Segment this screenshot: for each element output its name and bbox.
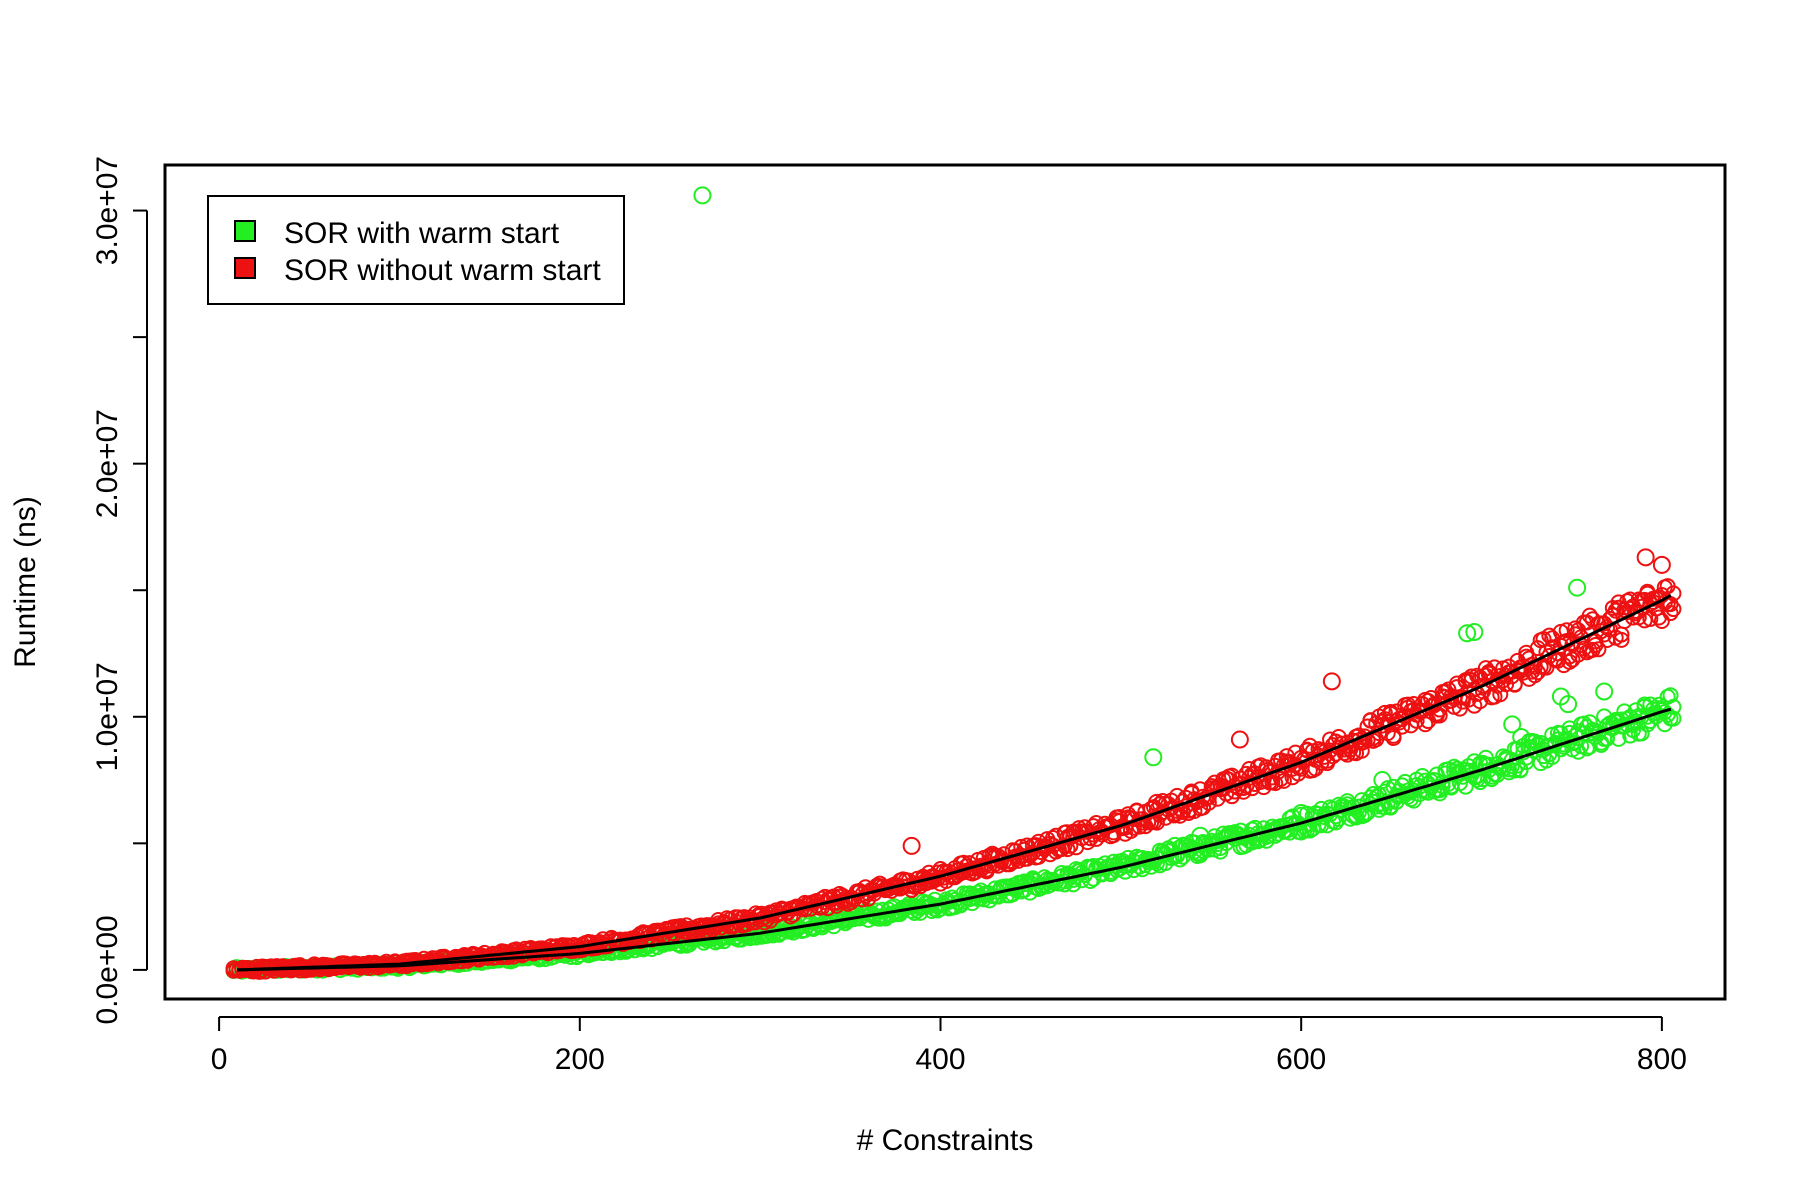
data-point	[1558, 622, 1575, 639]
data-point	[1327, 814, 1344, 831]
fit-curve-0	[237, 707, 1672, 972]
y-tick-label: 1.0e+07	[91, 662, 124, 771]
data-point	[1385, 727, 1402, 744]
data-point	[1656, 716, 1673, 733]
x-axis: 0 200 400 600 800	[211, 1016, 1687, 1076]
data-point	[1440, 775, 1457, 792]
data-point	[1561, 648, 1578, 665]
legend: SOR with warm start SOR without warm sta…	[207, 195, 625, 305]
data-point	[1581, 714, 1598, 731]
legend-label-nowarm: SOR without warm start	[284, 254, 601, 287]
data-point	[1662, 605, 1679, 622]
plot-frame	[163, 163, 1727, 1001]
outlier-point	[1191, 826, 1210, 845]
data-point	[1348, 807, 1365, 824]
x-tick-label: 200	[555, 1043, 605, 1076]
outlier-point	[902, 836, 921, 855]
data-point	[1114, 855, 1131, 872]
y-axis-label: Runtime (ns)	[9, 496, 42, 668]
data-point	[1275, 772, 1292, 789]
outlier-point	[1292, 803, 1311, 822]
data-point	[1613, 631, 1630, 648]
outlier-point	[1144, 748, 1163, 767]
outlier-point	[1373, 771, 1392, 790]
data-point	[1451, 700, 1468, 717]
data-point	[1604, 599, 1621, 616]
data-point	[1581, 607, 1598, 624]
data-point	[1573, 629, 1590, 646]
data-point	[1376, 704, 1393, 721]
outlier-point	[1568, 578, 1587, 597]
outlier-point	[1503, 715, 1522, 734]
data-point	[1526, 667, 1543, 684]
legend-swatch-nowarm	[234, 257, 256, 279]
x-axis-label: # Constraints	[857, 1124, 1034, 1157]
points-layer	[225, 186, 1682, 980]
outlier-point	[1147, 793, 1166, 812]
data-point	[1665, 585, 1682, 602]
outlier-point	[1230, 730, 1249, 749]
data-point	[1541, 627, 1558, 644]
data-point	[1356, 728, 1373, 745]
data-point	[1653, 613, 1670, 630]
x-tick-label: 400	[915, 1043, 965, 1076]
series-points-0	[225, 186, 1682, 980]
data-point	[1665, 601, 1682, 618]
y-axis: 0.0e+00 1.0e+07 2.0e+07 3.0e+07	[91, 156, 148, 1025]
data-point	[1578, 740, 1595, 757]
fit-curves-layer	[237, 593, 1672, 972]
fit-curve-1	[237, 593, 1672, 972]
x-tick-label: 800	[1637, 1043, 1687, 1076]
x-tick-label: 0	[211, 1043, 228, 1076]
data-point	[1665, 710, 1682, 727]
data-point	[1122, 822, 1139, 839]
x-tick-label: 600	[1276, 1043, 1326, 1076]
outlier-point	[1458, 624, 1477, 643]
legend-box	[207, 195, 625, 305]
outlier-point	[1465, 622, 1484, 641]
data-point	[1665, 698, 1682, 715]
outlier-point	[1636, 548, 1655, 567]
data-point	[1431, 707, 1448, 724]
outlier-point	[1559, 695, 1578, 714]
legend-swatch-warm	[234, 220, 256, 242]
outlier-point	[1652, 555, 1671, 574]
data-point	[1472, 693, 1489, 710]
legend-label-warm: SOR with warm start	[284, 217, 560, 250]
data-point	[1662, 687, 1679, 704]
data-point	[1417, 716, 1434, 733]
y-tick-label: 0.0e+00	[91, 915, 124, 1024]
outlier-point	[1322, 672, 1341, 691]
y-tick-label: 2.0e+07	[91, 409, 124, 518]
outlier-point	[1595, 682, 1614, 701]
outlier-point	[693, 186, 712, 205]
data-point	[1590, 641, 1607, 658]
outlier-point	[1512, 728, 1531, 747]
y-tick-label: 3.0e+07	[91, 156, 124, 265]
